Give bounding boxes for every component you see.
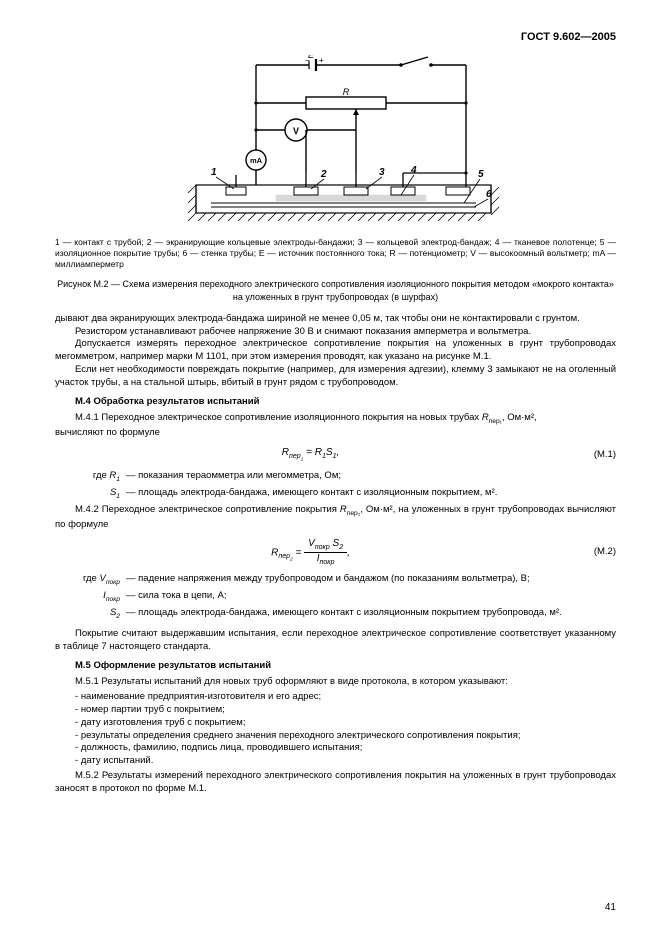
- formula-m1-num: (М.1): [566, 449, 616, 462]
- list-item: дату испытаний.: [75, 755, 616, 768]
- where-r1-desc: — показания тераомметра или мегомметра, …: [126, 470, 616, 485]
- svg-text:6: 6: [486, 189, 492, 200]
- figure-m2: E − + R V: [55, 55, 616, 230]
- formula-m2-num: (М.2): [566, 546, 616, 559]
- m42-a: М.4.2 Переходное электрическое сопротивл…: [75, 504, 340, 515]
- where-v: где Vпокр — падение напряжения между тру…: [55, 573, 616, 588]
- svg-text:2: 2: [320, 169, 327, 180]
- where-pre: где: [93, 470, 107, 481]
- where-i-desc: — сила тока в цепи, А;: [126, 590, 616, 605]
- m51-text: М.5.1 Результаты испытаний для новых тру…: [55, 676, 616, 689]
- figure-title: Рисунок М.2 — Схема измерения переходног…: [55, 278, 616, 302]
- svg-text:+: +: [319, 56, 324, 65]
- list-item: номер партии труб с покрытием;: [75, 704, 616, 717]
- para-2: Резистором устанавливают рабочее напряже…: [55, 326, 616, 339]
- para-4: Если нет необходимости повреждать покрыт…: [55, 364, 616, 390]
- svg-text:3: 3: [379, 167, 385, 178]
- m42-sym: R: [340, 504, 347, 515]
- para-3: Допускается измерять переходное электрич…: [55, 338, 616, 364]
- m41-sub: пер₁: [489, 418, 502, 425]
- formula-m1-expr: Rпер1 = R1S1,: [55, 446, 566, 464]
- formula-m2: Rпер2 = Vпокр S2 Iпокр , (М.2): [55, 538, 616, 568]
- circuit-diagram: E − + R V: [166, 55, 506, 225]
- m41-text: М.4.1 Переходное электрическое сопротивл…: [55, 412, 616, 427]
- list-item: должность, фамилию, подпись лица, провод…: [75, 742, 616, 755]
- m41-b: , Ом·м²,: [502, 412, 537, 423]
- para-5: Покрытие считают выдержавшим испытания, …: [55, 628, 616, 654]
- svg-text:5: 5: [478, 169, 484, 180]
- m51-list: наименование предприятия-изготовителя и …: [55, 691, 616, 768]
- page-number: 41: [605, 901, 616, 915]
- where-v-desc: — падение напряжения между трубопроводом…: [126, 573, 616, 588]
- list-item: результаты определения среднего значения…: [75, 730, 616, 743]
- para-1: дывают два экранирующих электрода-бандаж…: [55, 313, 616, 326]
- m52-text: М.5.2 Результаты измерений переходного э…: [55, 770, 616, 796]
- section-m4: М.4 Обработка результатов испытаний: [55, 396, 616, 409]
- formula-m2-expr: Rпер2 = Vпокр S2 Iпокр ,: [55, 538, 566, 568]
- m41-sym: R: [482, 412, 489, 423]
- svg-text:mA: mA: [249, 156, 262, 165]
- svg-text:4: 4: [410, 165, 417, 176]
- m41-a: М.4.1 Переходное электрическое сопротивл…: [75, 412, 482, 423]
- m42-sub: пер₂: [347, 510, 361, 517]
- list-item: наименование предприятия-изготовителя и …: [75, 691, 616, 704]
- where-s1-desc: — площадь электрода-бандажа, имеющего ко…: [126, 487, 616, 502]
- where-s2: S2 — площадь электрода-бандажа, имеющего…: [55, 607, 616, 622]
- section-m5: М.5 Оформление результатов испытаний: [55, 660, 616, 673]
- svg-text:R: R: [342, 87, 349, 97]
- where-s1: S1 — площадь электрода-бандажа, имеющего…: [55, 487, 616, 502]
- formula-m2-after: ,: [347, 547, 350, 558]
- m41-c: вычисляют по формуле: [55, 427, 616, 440]
- where-s2-desc: — площадь электрода-бандажа, имеющего ко…: [126, 607, 616, 622]
- formula-m1: Rпер1 = R1S1, (М.1): [55, 446, 616, 464]
- svg-text:V: V: [292, 126, 298, 136]
- where-r1: где R1 — показания тераомметра или мегом…: [55, 470, 616, 485]
- m42-text: М.4.2 Переходное электрическое сопротивл…: [55, 504, 616, 532]
- svg-text:1: 1: [211, 167, 217, 178]
- doc-header: ГОСТ 9.602—2005: [55, 30, 616, 45]
- list-item: дату изготовления труб с покрытием;: [75, 717, 616, 730]
- figure-caption: 1 — контакт с трубой; 2 — экранирующие к…: [55, 237, 616, 270]
- where-pre2: где: [83, 573, 97, 584]
- svg-text:−: −: [305, 56, 310, 65]
- where-i: Iпокр — сила тока в цепи, А;: [55, 590, 616, 605]
